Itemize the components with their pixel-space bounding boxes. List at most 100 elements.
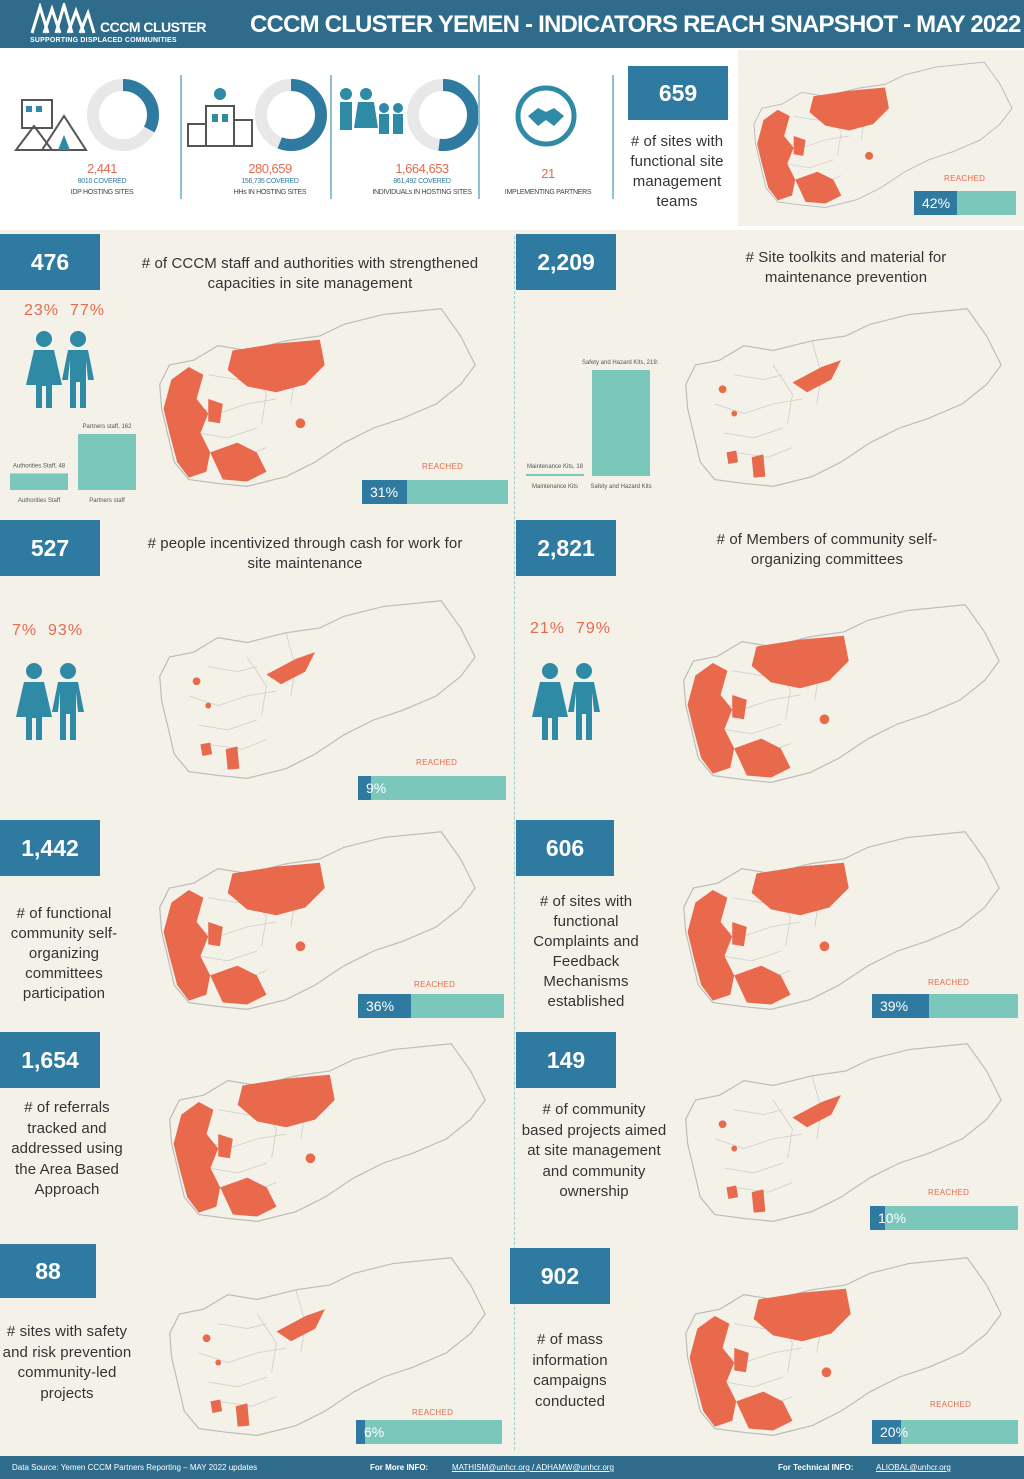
panel-value: 1,442	[0, 820, 100, 876]
progress-label: 36%	[366, 998, 395, 1014]
panel-title: # of sites with functional Complaints an…	[533, 893, 639, 1010]
panel-members: 2,821 # of Members of community self-org…	[516, 520, 1024, 808]
panel-referrals: 1,654 # of referrals tracked and address…	[0, 1032, 512, 1236]
kpi-value: 21	[541, 166, 555, 181]
cccm-logo: CCCM CLUSTER SUPPORTING DISPLACED COMMUN…	[30, 3, 210, 45]
cfm-progress: 39%	[872, 994, 1018, 1018]
people-icon	[24, 330, 100, 410]
divider	[478, 75, 480, 199]
progress-fill	[356, 1420, 365, 1444]
panel-staff: 476 # of CCCM staff and authorities with…	[0, 234, 512, 510]
female-pct: 21%	[530, 620, 566, 637]
bar-0	[10, 473, 68, 490]
kpi-label: HHs IN HOSTING SITES	[233, 189, 307, 196]
panel-value: 88	[0, 1244, 96, 1298]
panel-title: # Site toolkits and material for mainten…	[745, 249, 947, 286]
kpi-value: 280,659	[248, 161, 292, 176]
tech-info-link[interactable]: ALIOBAL@unhcr.org	[876, 1463, 951, 1472]
progress-label: 6%	[364, 1424, 385, 1440]
progress-fill	[872, 1420, 902, 1444]
gender-split: 23% 77%	[24, 302, 105, 320]
progress-label: 9%	[366, 780, 387, 796]
committees-map	[150, 824, 480, 1020]
kpi-label: IDP HOSTING SITES	[70, 189, 134, 196]
kpi-covered: 156,735 COVERED	[241, 178, 299, 185]
divider	[612, 75, 614, 199]
divider	[180, 75, 182, 199]
cfm-map	[674, 824, 1004, 1020]
male-pct: 79%	[575, 620, 611, 637]
column-divider	[514, 236, 515, 1450]
reached-label: REACHED	[422, 462, 464, 471]
donut-arc	[87, 79, 159, 151]
kpi-partners: 21 IMPLEMENTING PARTNERS	[458, 58, 618, 218]
community-projects-progress: 10%	[870, 1206, 1018, 1230]
panel-title: # sites with safety and risk prevention …	[2, 1323, 132, 1402]
panel-title: # of functional community self-organizin…	[10, 905, 118, 1002]
reached-label: REACHED	[414, 980, 456, 989]
bar-1	[592, 370, 650, 476]
progress-fill	[870, 1206, 885, 1230]
kpi-covered: 8010 COVERED	[77, 178, 127, 185]
more-info-link[interactable]: MATHISM@unhcr.org / ADHAMW@unhcr.org	[452, 1463, 614, 1472]
panel-title: # of Members of community self-organizin…	[716, 531, 938, 568]
idp-sites-donut	[87, 79, 159, 151]
bar-category-label: Maintenance Kits	[532, 484, 578, 490]
site-mgmt-map-panel: REACHED 42%	[738, 50, 1024, 226]
individuals-icon	[340, 88, 403, 134]
site-mgmt-title: # of sites with functional site manageme…	[630, 133, 724, 210]
safety-progress: 6%	[356, 1420, 502, 1444]
site-mgmt-value: 659	[628, 66, 728, 120]
male-pct: 93%	[48, 622, 84, 639]
tech-info-label: For Technical INFO:	[778, 1463, 854, 1472]
male-pct: 77%	[69, 302, 105, 319]
bar-category-label: Safety and Hazard Kits	[590, 484, 651, 490]
campaigns-progress: 20%	[872, 1420, 1018, 1444]
panel-title: # of CCCM staff and authorities with str…	[141, 255, 479, 292]
kpi-value: 1,664,653	[395, 161, 449, 176]
panel-value: 2,821	[516, 520, 616, 576]
people-icon	[14, 662, 90, 742]
bar-data-label: Safety and Hazard Kits, 2191	[582, 360, 658, 366]
kpi-covered: 861,492 COVERED	[393, 178, 451, 185]
committees-progress: 36%	[358, 994, 504, 1018]
bar-category-label: Partners staff	[89, 498, 125, 504]
bar-1	[78, 434, 136, 490]
progress-label: 39%	[880, 998, 909, 1014]
bar-category-label: Authorities Staff	[18, 498, 61, 504]
progress-label: 10%	[878, 1210, 907, 1226]
toolkits-map	[676, 294, 1006, 504]
kpi-label: IMPLEMENTING PARTNERS	[504, 189, 592, 196]
progress-label: 31%	[370, 484, 399, 500]
panel-value: 902	[510, 1248, 610, 1304]
panel-title: # of referrals tracked and addressed usi…	[11, 1099, 123, 1198]
panel-toolkits: 2,209 # Site toolkits and material for m…	[516, 234, 1024, 510]
panel-value: 149	[516, 1032, 616, 1088]
households-icon	[187, 88, 253, 147]
progress-fill	[362, 480, 408, 504]
bar-0	[526, 474, 584, 476]
handshake-icon	[515, 85, 577, 147]
kpi-households: 280,659 156,735 COVERED HHs IN HOSTING S…	[180, 58, 340, 218]
female-pct: 23%	[24, 302, 60, 319]
staff-map	[150, 294, 480, 504]
progress-fill	[358, 776, 372, 800]
idp-sites-icon	[14, 99, 88, 151]
reached-label: REACHED	[928, 1188, 970, 1197]
staff-progress: 31%	[362, 480, 508, 504]
female-pct: 7%	[12, 622, 38, 639]
panel-value: 527	[0, 520, 100, 576]
bar-data-label: Authorities Staff, 48	[13, 463, 66, 469]
donut-arc	[255, 79, 327, 151]
progress-fill	[872, 994, 929, 1018]
panel-committees: 1,442 # of functional community self-org…	[0, 820, 512, 1024]
referrals-map	[160, 1036, 490, 1232]
panel-title: # people incentivized through cash for w…	[147, 535, 463, 572]
kpi-individuals: 1,664,653 861,492 COVERED INDIVIDUALs IN…	[332, 58, 492, 218]
households-donut	[255, 79, 327, 151]
panel-safety: 88 # sites with safety and risk preventi…	[0, 1244, 512, 1450]
panel-value: 2,209	[516, 234, 616, 290]
gender-split: 21% 79%	[530, 620, 611, 638]
reached-label: REACHED	[944, 174, 986, 183]
tents-logo-icon	[30, 3, 96, 34]
